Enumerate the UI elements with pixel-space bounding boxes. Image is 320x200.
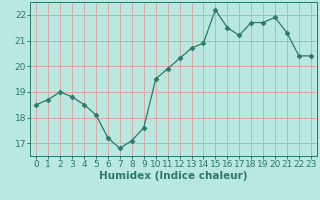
X-axis label: Humidex (Indice chaleur): Humidex (Indice chaleur) [99,171,248,181]
